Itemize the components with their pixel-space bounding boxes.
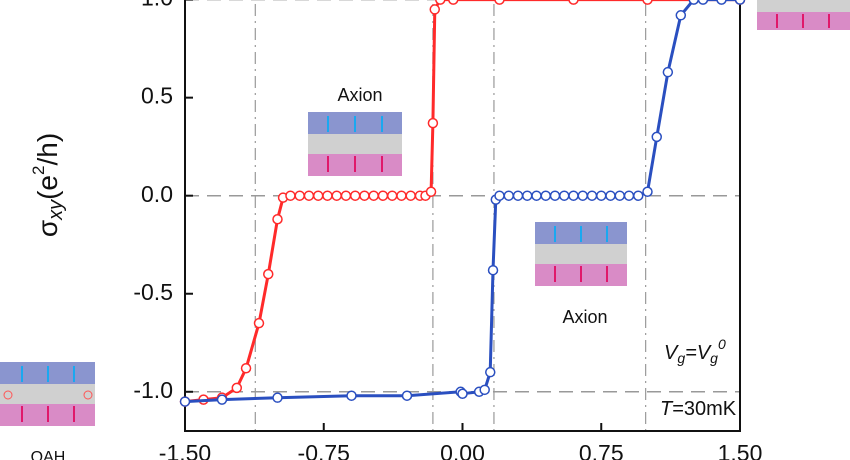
data-point <box>662 66 674 78</box>
data-point <box>494 190 505 201</box>
data-point <box>623 190 635 201</box>
data-point <box>568 0 579 5</box>
data-point <box>312 190 324 201</box>
data-point <box>359 190 370 201</box>
data-point <box>331 190 342 201</box>
layer-icon <box>757 0 850 30</box>
y-tick-label: -0.5 <box>133 279 173 305</box>
y-axis-label: σxy(e2/h) <box>29 133 67 237</box>
annotation: QAH <box>31 449 66 460</box>
data-point <box>540 190 551 201</box>
data-point <box>368 190 379 201</box>
data-point <box>405 190 416 201</box>
data-point <box>688 0 699 5</box>
data-point <box>377 190 389 201</box>
data-point <box>596 190 607 201</box>
data-point <box>294 190 305 201</box>
data-point <box>240 363 252 374</box>
data-point <box>425 186 437 198</box>
data-point <box>231 382 243 394</box>
data-point <box>346 390 357 401</box>
data-point <box>485 366 496 378</box>
data-point <box>675 10 687 21</box>
data-point <box>614 190 625 201</box>
annotation: Axion <box>337 85 382 105</box>
data-point <box>522 190 533 201</box>
data-point <box>605 190 616 201</box>
layer-icon <box>535 222 627 286</box>
x-tick-label: 1.50 <box>718 440 763 460</box>
annotation: T=30mK <box>660 398 737 420</box>
y-tick-label: 0.0 <box>141 181 173 207</box>
series-line <box>184 0 740 404</box>
data-point <box>642 186 653 198</box>
data-point <box>216 394 228 405</box>
data-point <box>651 131 662 143</box>
data-point <box>427 117 439 129</box>
data-point <box>479 384 490 396</box>
layer-icon <box>308 112 402 176</box>
data-point <box>349 190 361 201</box>
data-point <box>253 317 265 329</box>
data-point <box>559 190 570 201</box>
layer-icon <box>0 362 95 426</box>
data-point <box>531 190 542 201</box>
data-point <box>633 190 644 201</box>
data-point <box>179 396 191 407</box>
data-point <box>494 0 505 5</box>
data-point <box>716 0 727 5</box>
x-tick-label: 0.00 <box>440 440 485 460</box>
data-point <box>401 390 413 401</box>
data-point <box>487 264 499 276</box>
x-tick-label: -0.75 <box>298 440 350 460</box>
data-point <box>340 190 352 201</box>
data-point <box>285 190 296 201</box>
data-point <box>429 4 440 15</box>
data-point <box>303 190 315 201</box>
data-point <box>386 190 398 201</box>
data-point <box>586 190 598 201</box>
data-point <box>396 190 407 201</box>
data-point <box>734 0 746 5</box>
data-point <box>435 0 446 5</box>
data-point <box>272 392 283 403</box>
annotation: Vg=Vg0 <box>664 336 726 366</box>
data-point <box>448 0 459 5</box>
data-point <box>549 190 561 201</box>
data-point <box>577 190 588 201</box>
y-tick-label: 0.5 <box>141 83 173 109</box>
series-line <box>184 0 740 404</box>
data-point <box>272 213 283 225</box>
data-point <box>263 268 274 280</box>
annotation: Axion <box>562 307 607 327</box>
y-tick-label: 1.0 <box>141 0 173 11</box>
x-tick-label: -1.50 <box>159 440 211 460</box>
data-point <box>512 190 524 201</box>
x-tick-label: 0.75 <box>579 440 624 460</box>
y-tick-label: -1.0 <box>133 377 173 403</box>
plot-frame <box>184 0 741 432</box>
data-point <box>568 190 579 201</box>
data-point <box>503 190 514 201</box>
data-point <box>697 0 709 5</box>
data-point <box>642 0 653 5</box>
data-point <box>457 388 468 399</box>
data-point <box>322 190 333 201</box>
